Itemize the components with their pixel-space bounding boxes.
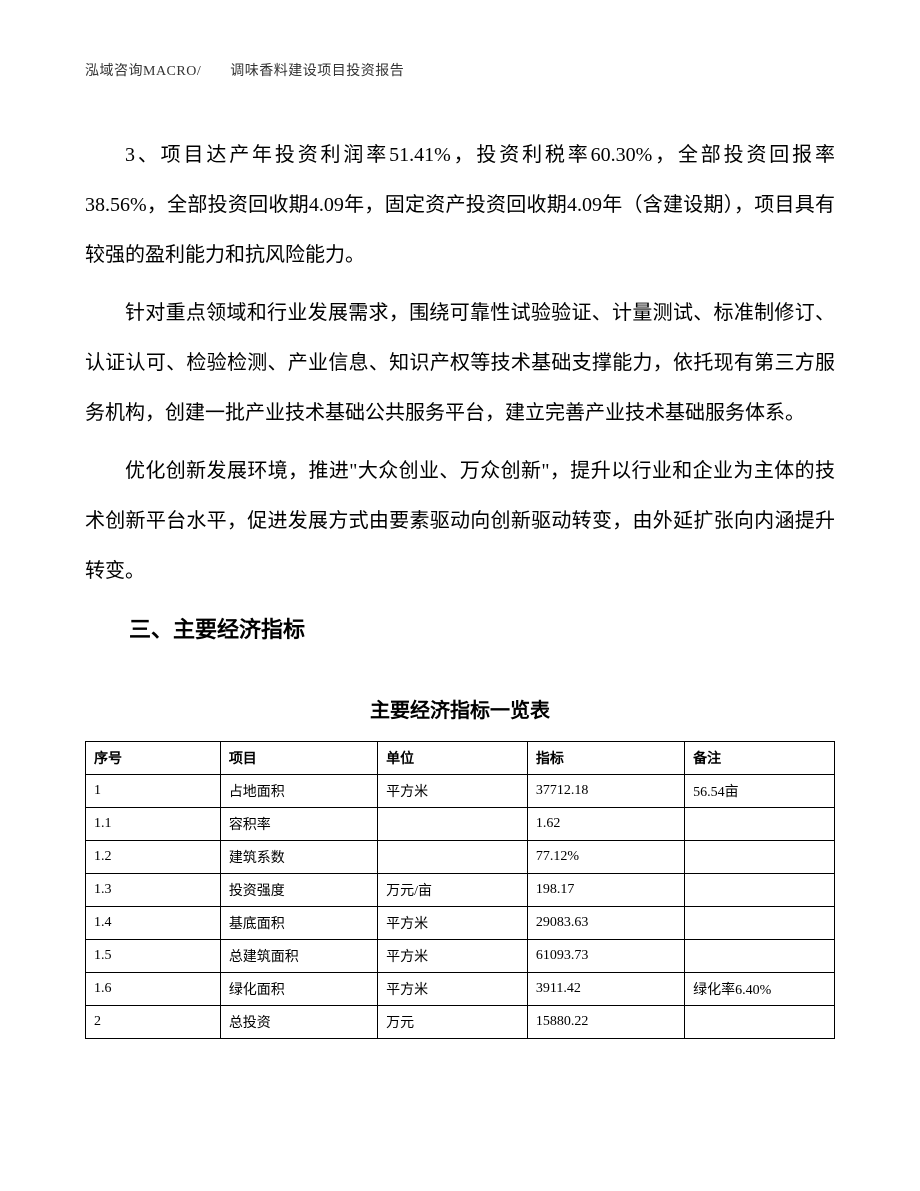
table-cell: 建筑系数 <box>220 841 377 874</box>
table-row: 1.4基底面积平方米29083.63 <box>86 907 835 940</box>
table-row: 1.5总建筑面积平方米61093.73 <box>86 940 835 973</box>
table-body: 1占地面积平方米37712.1856.54亩1.1容积率1.621.2建筑系数7… <box>86 775 835 1039</box>
table-row: 1.1容积率 1.62 <box>86 808 835 841</box>
table-cell: 198.17 <box>527 874 684 907</box>
table-row: 1.3投资强度万元/亩198.17 <box>86 874 835 907</box>
table-cell <box>378 841 528 874</box>
table-cell: 绿化面积 <box>220 973 377 1006</box>
table-cell: 1.2 <box>86 841 221 874</box>
table-title: 主要经济指标一览表 <box>85 694 835 723</box>
table-header-cell: 备注 <box>685 742 835 775</box>
table-cell: 投资强度 <box>220 874 377 907</box>
table-header-cell: 项目 <box>220 742 377 775</box>
table-cell: 1.3 <box>86 874 221 907</box>
paragraph-3: 优化创新发展环境，推进"大众创业、万众创新"，提升以行业和企业为主体的技术创新平… <box>85 446 835 596</box>
table-row: 1占地面积平方米37712.1856.54亩 <box>86 775 835 808</box>
table-header-row: 序号 项目 单位 指标 备注 <box>86 742 835 775</box>
table-cell: 1 <box>86 775 221 808</box>
table-cell: 万元/亩 <box>378 874 528 907</box>
table-cell: 绿化率6.40% <box>685 973 835 1006</box>
page-header: 泓域咨询MACRO/ 调味香料建设项目投资报告 <box>85 60 835 80</box>
table-cell <box>685 907 835 940</box>
table-header-cell: 序号 <box>86 742 221 775</box>
table-cell: 平方米 <box>378 940 528 973</box>
table-cell: 29083.63 <box>527 907 684 940</box>
table-cell: 2 <box>86 1006 221 1039</box>
table-cell: 1.6 <box>86 973 221 1006</box>
section-heading: 三、主要经济指标 <box>85 606 835 654</box>
table-cell <box>685 874 835 907</box>
table-header-cell: 指标 <box>527 742 684 775</box>
table-cell: 1.5 <box>86 940 221 973</box>
table-cell: 平方米 <box>378 775 528 808</box>
table-cell: 15880.22 <box>527 1006 684 1039</box>
table-row: 1.2建筑系数 77.12% <box>86 841 835 874</box>
table-cell: 容积率 <box>220 808 377 841</box>
table-cell <box>685 940 835 973</box>
table-cell: 平方米 <box>378 907 528 940</box>
table-cell <box>685 808 835 841</box>
paragraph-2: 针对重点领域和行业发展需求，围绕可靠性试验验证、计量测试、标准制修订、认证认可、… <box>85 288 835 438</box>
table-header-cell: 单位 <box>378 742 528 775</box>
table-cell: 总建筑面积 <box>220 940 377 973</box>
table-cell: 1.62 <box>527 808 684 841</box>
table-cell: 1.4 <box>86 907 221 940</box>
economic-indicators-table: 序号 项目 单位 指标 备注 1占地面积平方米37712.1856.54亩1.1… <box>85 741 835 1039</box>
table-cell: 总投资 <box>220 1006 377 1039</box>
table-cell: 1.1 <box>86 808 221 841</box>
table-cell: 基底面积 <box>220 907 377 940</box>
table-row: 1.6绿化面积平方米3911.42绿化率6.40% <box>86 973 835 1006</box>
table-cell <box>378 808 528 841</box>
table-cell: 56.54亩 <box>685 775 835 808</box>
table-cell: 77.12% <box>527 841 684 874</box>
paragraph-1: 3、项目达产年投资利润率51.41%，投资利税率60.30%，全部投资回报率38… <box>85 130 835 280</box>
table-cell <box>685 1006 835 1039</box>
table-cell: 万元 <box>378 1006 528 1039</box>
table-cell: 61093.73 <box>527 940 684 973</box>
table-cell: 3911.42 <box>527 973 684 1006</box>
table-cell <box>685 841 835 874</box>
table-row: 2总投资万元15880.22 <box>86 1006 835 1039</box>
table-cell: 37712.18 <box>527 775 684 808</box>
table-cell: 平方米 <box>378 973 528 1006</box>
table-cell: 占地面积 <box>220 775 377 808</box>
